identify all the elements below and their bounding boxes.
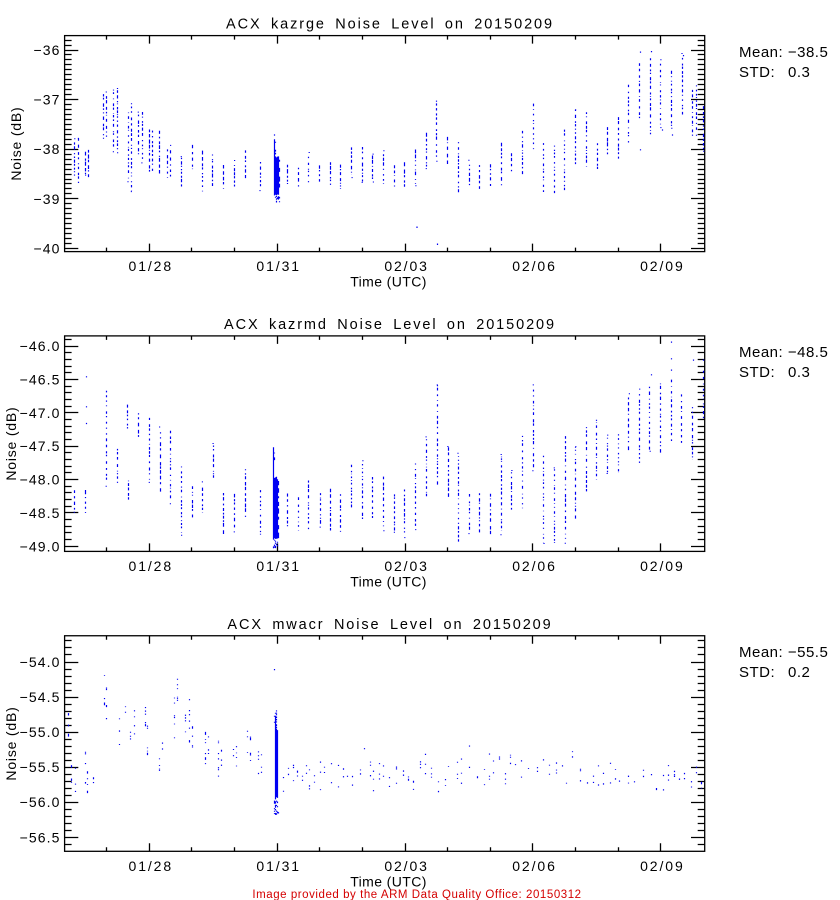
svg-text:02/06: 02/06 bbox=[512, 258, 557, 274]
svg-text:Image provided by the ARM Data: Image provided by the ARM Data Quality O… bbox=[252, 889, 581, 900]
svg-text:Time (UTC): Time (UTC) bbox=[350, 873, 427, 889]
svg-text:02/09: 02/09 bbox=[640, 858, 685, 874]
svg-text:01/28: 01/28 bbox=[129, 858, 174, 874]
svg-text:−56.0: −56.0 bbox=[20, 794, 61, 810]
svg-text:−38: −38 bbox=[33, 141, 60, 157]
svg-text:−47.0: −47.0 bbox=[20, 405, 61, 421]
svg-text:STD:: STD: bbox=[739, 64, 775, 81]
svg-text:−37: −37 bbox=[33, 92, 60, 108]
svg-text:−49.0: −49.0 bbox=[20, 538, 61, 554]
svg-text:−48.0: −48.0 bbox=[20, 472, 61, 488]
svg-text:Noise (dB): Noise (dB) bbox=[8, 107, 24, 181]
svg-text:0.3: 0.3 bbox=[788, 364, 810, 381]
svg-text:Noise (dB): Noise (dB) bbox=[3, 407, 19, 481]
svg-text:02/09: 02/09 bbox=[640, 558, 685, 574]
svg-text:01/31: 01/31 bbox=[256, 258, 301, 274]
svg-text:02/06: 02/06 bbox=[512, 558, 557, 574]
svg-text:−55.5: −55.5 bbox=[20, 759, 61, 775]
svg-text:Mean: −55.5: Mean: −55.5 bbox=[739, 644, 828, 661]
svg-text:−56.5: −56.5 bbox=[20, 829, 61, 845]
svg-text:Mean: −38.5: Mean: −38.5 bbox=[739, 44, 828, 61]
svg-text:Mean: −48.5: Mean: −48.5 bbox=[739, 344, 828, 361]
svg-text:−54.5: −54.5 bbox=[20, 689, 61, 705]
svg-text:−54.0: −54.0 bbox=[20, 654, 61, 670]
svg-text:−40: −40 bbox=[33, 241, 60, 257]
svg-text:02/03: 02/03 bbox=[384, 858, 429, 874]
svg-text:−39: −39 bbox=[33, 191, 60, 207]
svg-text:0.2: 0.2 bbox=[788, 664, 810, 681]
svg-text:−55.0: −55.0 bbox=[20, 724, 61, 740]
svg-text:ACX mwacr Noise Level on 20150: ACX mwacr Noise Level on 20150209 bbox=[227, 617, 552, 633]
svg-text:0.3: 0.3 bbox=[788, 64, 810, 81]
svg-text:ACX kazrge Noise Level on 2015: ACX kazrge Noise Level on 20150209 bbox=[226, 17, 554, 33]
svg-text:Time (UTC): Time (UTC) bbox=[350, 274, 427, 290]
svg-text:Time (UTC): Time (UTC) bbox=[350, 573, 427, 589]
svg-text:02/06: 02/06 bbox=[512, 858, 557, 874]
svg-text:02/03: 02/03 bbox=[384, 558, 429, 574]
svg-text:01/28: 01/28 bbox=[129, 258, 174, 274]
svg-text:STD:: STD: bbox=[739, 364, 775, 381]
svg-text:−46.5: −46.5 bbox=[20, 372, 61, 388]
svg-text:−48.5: −48.5 bbox=[20, 505, 61, 521]
svg-text:STD:: STD: bbox=[739, 664, 775, 681]
svg-text:ACX kazrmd Noise Level on 2015: ACX kazrmd Noise Level on 20150209 bbox=[224, 317, 556, 333]
svg-text:01/31: 01/31 bbox=[256, 858, 301, 874]
svg-text:Noise (dB): Noise (dB) bbox=[3, 706, 19, 780]
svg-text:01/31: 01/31 bbox=[256, 558, 301, 574]
svg-text:−47.5: −47.5 bbox=[20, 438, 61, 454]
svg-text:02/03: 02/03 bbox=[384, 258, 429, 274]
svg-text:02/09: 02/09 bbox=[640, 258, 685, 274]
svg-text:01/28: 01/28 bbox=[129, 558, 174, 574]
svg-text:−46.0: −46.0 bbox=[20, 338, 61, 354]
svg-text:−36: −36 bbox=[33, 42, 60, 58]
